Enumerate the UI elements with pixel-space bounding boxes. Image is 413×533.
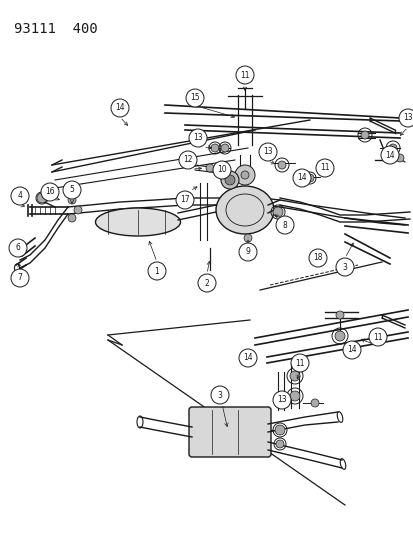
Circle shape bbox=[68, 214, 76, 222]
Circle shape bbox=[388, 144, 396, 152]
Text: 14: 14 bbox=[347, 345, 356, 354]
Text: 14: 14 bbox=[242, 353, 252, 362]
Text: 11: 11 bbox=[373, 333, 382, 342]
Text: 8: 8 bbox=[282, 221, 287, 230]
Circle shape bbox=[111, 99, 129, 117]
Circle shape bbox=[221, 144, 228, 152]
Circle shape bbox=[398, 109, 413, 127]
Circle shape bbox=[224, 175, 235, 185]
Circle shape bbox=[9, 239, 27, 257]
Circle shape bbox=[289, 391, 299, 401]
Circle shape bbox=[310, 399, 318, 407]
Text: 4: 4 bbox=[17, 191, 22, 200]
Text: 11: 11 bbox=[240, 70, 249, 79]
Text: 13: 13 bbox=[263, 148, 272, 157]
Circle shape bbox=[277, 161, 285, 169]
Text: 11: 11 bbox=[294, 359, 304, 367]
Text: 10: 10 bbox=[217, 166, 226, 174]
Circle shape bbox=[315, 159, 333, 177]
Circle shape bbox=[290, 354, 308, 372]
Circle shape bbox=[221, 171, 238, 189]
Circle shape bbox=[272, 391, 290, 409]
Text: 17: 17 bbox=[180, 196, 189, 205]
Circle shape bbox=[335, 311, 343, 319]
Text: 12: 12 bbox=[183, 156, 192, 165]
Circle shape bbox=[259, 143, 276, 161]
Circle shape bbox=[360, 131, 368, 139]
Text: 14: 14 bbox=[297, 174, 306, 182]
Circle shape bbox=[308, 249, 326, 267]
Circle shape bbox=[274, 425, 284, 435]
Text: 93111  400: 93111 400 bbox=[14, 22, 97, 36]
Circle shape bbox=[63, 181, 81, 199]
Circle shape bbox=[178, 151, 197, 169]
Circle shape bbox=[11, 269, 29, 287]
Circle shape bbox=[275, 216, 293, 234]
Circle shape bbox=[185, 89, 204, 107]
Text: 13: 13 bbox=[193, 133, 202, 142]
Circle shape bbox=[305, 174, 313, 182]
Circle shape bbox=[275, 440, 283, 448]
Circle shape bbox=[211, 144, 218, 152]
Circle shape bbox=[238, 349, 256, 367]
Text: 3: 3 bbox=[342, 262, 347, 271]
Circle shape bbox=[37, 193, 47, 203]
Text: 6: 6 bbox=[16, 244, 20, 253]
Circle shape bbox=[74, 206, 82, 214]
Circle shape bbox=[334, 331, 344, 341]
Circle shape bbox=[342, 341, 360, 359]
Text: 14: 14 bbox=[384, 150, 394, 159]
Circle shape bbox=[243, 234, 252, 242]
Text: 1: 1 bbox=[154, 266, 159, 276]
Circle shape bbox=[235, 165, 254, 185]
Text: 16: 16 bbox=[45, 188, 55, 197]
Circle shape bbox=[395, 154, 403, 162]
Circle shape bbox=[176, 191, 194, 209]
Circle shape bbox=[380, 146, 398, 164]
Circle shape bbox=[206, 164, 214, 172]
Circle shape bbox=[41, 183, 59, 201]
Circle shape bbox=[240, 171, 248, 179]
Ellipse shape bbox=[95, 208, 180, 236]
Text: 3: 3 bbox=[217, 391, 222, 400]
Text: 18: 18 bbox=[313, 254, 322, 262]
Circle shape bbox=[147, 262, 166, 280]
Circle shape bbox=[272, 207, 282, 217]
Text: 7: 7 bbox=[17, 273, 22, 282]
Text: 13: 13 bbox=[277, 395, 286, 405]
Text: 11: 11 bbox=[320, 164, 329, 173]
Text: 5: 5 bbox=[69, 185, 74, 195]
Circle shape bbox=[189, 129, 206, 147]
Text: 9: 9 bbox=[245, 247, 250, 256]
Circle shape bbox=[292, 169, 310, 187]
Circle shape bbox=[238, 243, 256, 261]
Text: 14: 14 bbox=[115, 103, 124, 112]
Text: 15: 15 bbox=[190, 93, 199, 102]
Text: 2: 2 bbox=[204, 279, 209, 287]
Circle shape bbox=[11, 187, 29, 205]
Circle shape bbox=[235, 66, 254, 84]
Circle shape bbox=[68, 196, 76, 204]
Circle shape bbox=[211, 386, 228, 404]
Ellipse shape bbox=[216, 186, 273, 234]
Circle shape bbox=[289, 371, 299, 381]
Text: 13: 13 bbox=[402, 114, 412, 123]
Circle shape bbox=[368, 328, 386, 346]
FancyBboxPatch shape bbox=[189, 407, 271, 457]
Circle shape bbox=[335, 258, 353, 276]
Circle shape bbox=[212, 161, 230, 179]
Circle shape bbox=[197, 274, 216, 292]
